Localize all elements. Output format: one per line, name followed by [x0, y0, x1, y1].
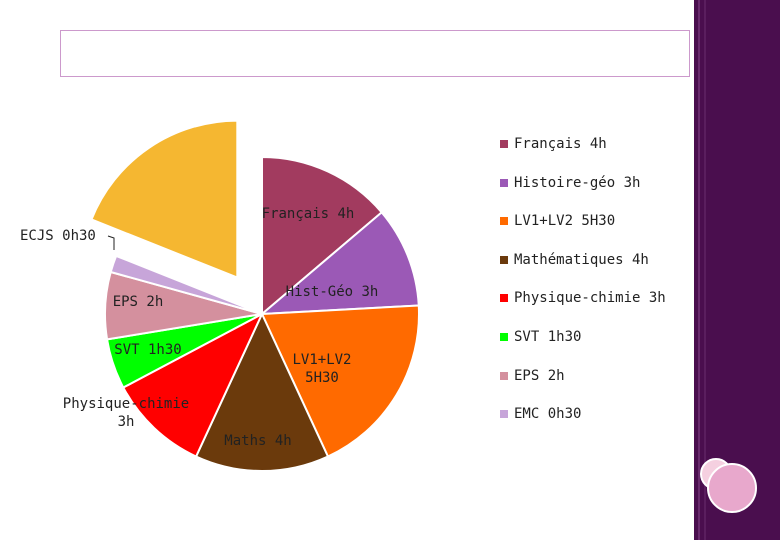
- legend-label: Mathématiques 4h: [514, 251, 649, 268]
- legend-swatch: [500, 178, 508, 187]
- pie-slice: [121, 311, 265, 458]
- legend-label: LV1+LV2 5H30: [514, 213, 616, 230]
- legend-item: EMC 0h30: [500, 406, 581, 422]
- slice-label: ECJS 0h30: [20, 228, 96, 244]
- decor-circle-large: [707, 463, 757, 513]
- title-box: [60, 30, 690, 77]
- slice-label: LV1+LV2 5H30: [292, 352, 351, 386]
- legend-item: SVT 1h30: [500, 329, 581, 345]
- slice-label: Français 4h: [262, 206, 355, 222]
- legend-swatch: [500, 140, 508, 148]
- legend-item: Histoire-géo 3h: [500, 175, 640, 191]
- legend-label: Français 4h: [514, 136, 607, 152]
- legend-item: LV1+LV2 5H30: [500, 213, 615, 229]
- legend-swatch: [500, 371, 508, 380]
- slice-label: Physique-chimie 3h: [63, 396, 189, 430]
- pie-slice: [90, 119, 239, 280]
- slice-label: Maths 4h: [224, 433, 291, 449]
- slice-label: EPS 2h: [113, 294, 164, 310]
- legend-swatch: [500, 294, 508, 303]
- pie-slice: [261, 155, 384, 317]
- legend-item: Mathématiques 4h: [500, 252, 649, 268]
- label-leader-line: [107, 235, 115, 250]
- decorative-sidebar: [694, 0, 780, 540]
- legend-label: EPS 2h: [514, 367, 565, 384]
- legend-swatch: [500, 217, 508, 226]
- pie-slice: [260, 304, 420, 458]
- legend-swatch: [500, 255, 508, 264]
- legend-item: Français 4h: [500, 136, 607, 152]
- legend-item: EPS 2h: [500, 368, 565, 384]
- legend-item: Physique-chimie 3h: [500, 290, 666, 306]
- legend-label: Histoire-géo 3h: [514, 174, 641, 191]
- legend-swatch: [500, 410, 508, 419]
- slice-label: Hist-Géo 3h: [286, 284, 379, 300]
- legend-label: EMC 0h30: [514, 406, 582, 423]
- pie-slice: [259, 210, 420, 316]
- slice-label: SVT 1h30: [114, 342, 181, 358]
- legend-swatch: [500, 333, 508, 341]
- pie-slice: [194, 311, 330, 472]
- legend-label: Physique-chimie 3h: [514, 290, 666, 307]
- pie-chart: Français 4h Hist-Géo 3h LV1+LV2 5H30 Maths 4…: [20, 119, 420, 472]
- pie-slice: [109, 254, 263, 315]
- legend-label: SVT 1h30: [514, 329, 582, 345]
- decor-circles: [700, 458, 757, 513]
